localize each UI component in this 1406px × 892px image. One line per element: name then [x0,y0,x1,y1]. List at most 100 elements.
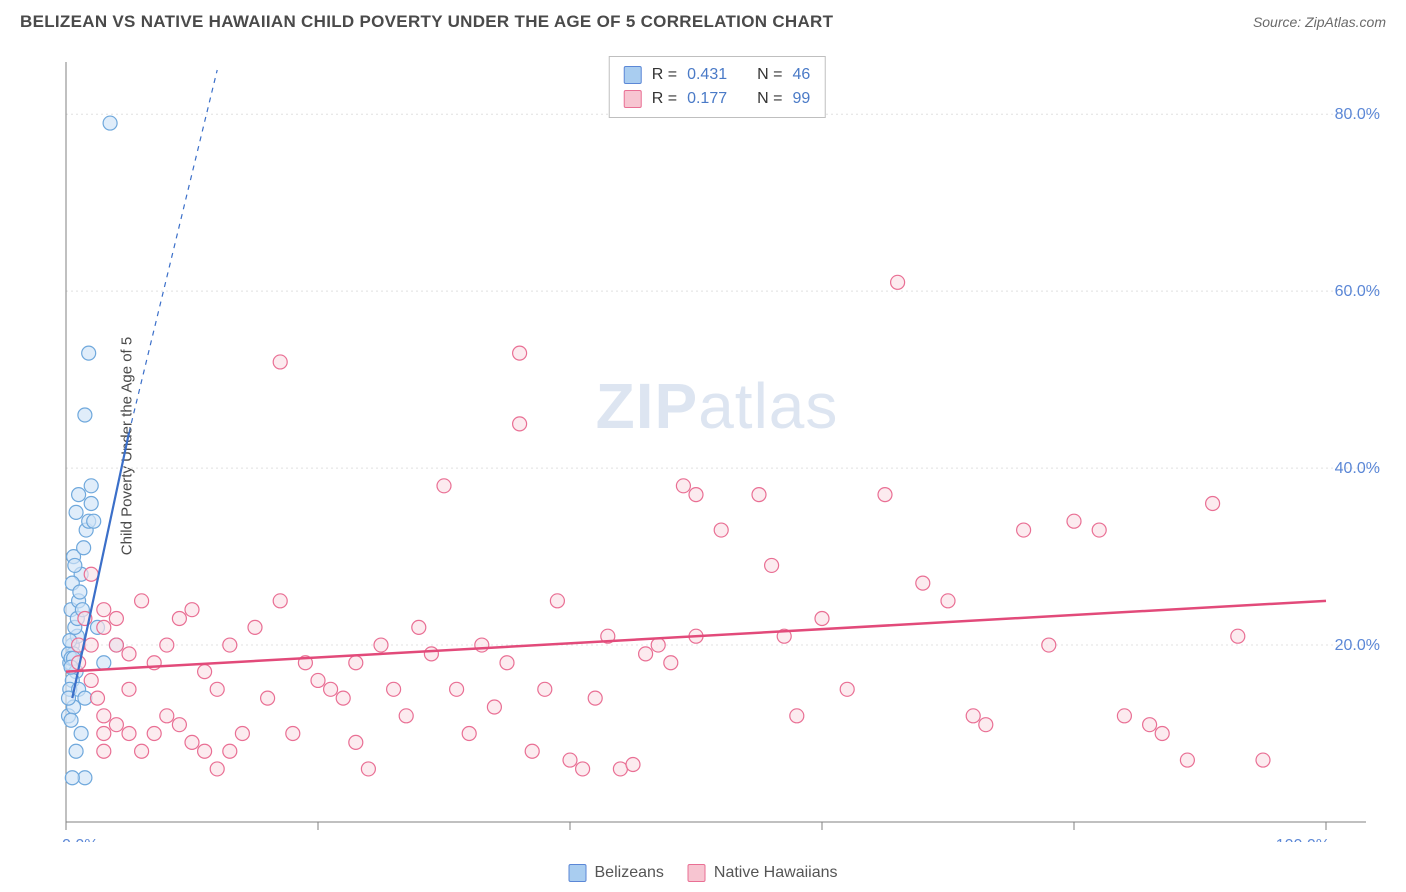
data-point [78,771,92,785]
data-point [91,691,105,705]
data-point [172,612,186,626]
data-point [73,585,87,599]
data-point [840,682,854,696]
data-point [223,744,237,758]
data-point [1231,629,1245,643]
stats-row: R = 0.177 N = 99 [624,87,811,111]
data-point [198,744,212,758]
data-point [1067,514,1081,528]
data-point [664,656,678,670]
data-point [475,638,489,652]
data-point [97,603,111,617]
data-point [450,682,464,696]
data-point [248,620,262,634]
y-tick-label: 80.0% [1335,106,1380,123]
data-point [412,620,426,634]
data-point [361,762,375,776]
legend-item: Belizeans [569,864,664,882]
data-point [84,638,98,652]
data-point [765,558,779,572]
legend-label: Belizeans [595,864,664,882]
data-point [462,727,476,741]
data-point [84,673,98,687]
data-point [261,691,275,705]
data-point [109,612,123,626]
data-point [135,594,149,608]
data-point [97,620,111,634]
data-point [676,479,690,493]
stats-legend-box: R = 0.431 N = 46 R = 0.177 N = 99 [609,56,826,118]
data-point [210,682,224,696]
data-point [878,488,892,502]
data-point [78,408,92,422]
data-point [651,638,665,652]
data-point [84,567,98,581]
data-point [97,656,111,670]
data-point [790,709,804,723]
legend-swatch [688,864,706,882]
data-point [576,762,590,776]
chart-container: Child Poverty Under the Age of 5 20.0%40… [48,50,1386,842]
data-point [198,665,212,679]
data-point [273,594,287,608]
data-point [588,691,602,705]
data-point [1143,718,1157,732]
data-point [815,612,829,626]
data-point [387,682,401,696]
data-point [626,757,640,771]
stat-r-value: 0.431 [687,63,727,87]
legend-swatch [569,864,587,882]
data-point [122,727,136,741]
data-point [122,682,136,696]
data-point [84,479,98,493]
data-point [77,541,91,555]
data-point [185,735,199,749]
y-tick-label: 60.0% [1335,283,1380,300]
data-point [1256,753,1270,767]
data-point [752,488,766,502]
data-point [210,762,224,776]
data-point [109,718,123,732]
data-point [916,576,930,590]
data-point [966,709,980,723]
data-point [1042,638,1056,652]
data-point [941,594,955,608]
data-point [97,709,111,723]
stat-n-value: 99 [792,87,810,111]
data-point [487,700,501,714]
data-point [1206,497,1220,511]
data-point [69,505,83,519]
stat-n-label: N = [757,63,782,87]
data-point [311,673,325,687]
data-point [349,656,363,670]
data-point [324,682,338,696]
data-point [563,753,577,767]
data-point [65,771,79,785]
data-point [64,713,78,727]
x-tick-label: 100.0% [1276,837,1330,842]
data-point [1117,709,1131,723]
stat-n-value: 46 [792,63,810,87]
legend-label: Native Hawaiians [714,864,838,882]
x-tick-label: 0.0% [62,837,98,842]
trend-line-dashed [129,70,217,433]
data-point [1017,523,1031,537]
data-point [87,514,101,528]
data-point [714,523,728,537]
data-point [273,355,287,369]
stat-r-value: 0.177 [687,87,727,111]
data-point [525,744,539,758]
data-point [103,116,117,130]
data-point [500,656,514,670]
trend-line [66,601,1326,672]
scatter-plot: 20.0%40.0%60.0%80.0%0.0%100.0% [48,50,1386,842]
data-point [122,647,136,661]
data-point [97,744,111,758]
data-point [160,638,174,652]
data-point [639,647,653,661]
data-point [109,638,123,652]
data-point [399,709,413,723]
data-point [185,603,199,617]
data-point [538,682,552,696]
data-point [1180,753,1194,767]
